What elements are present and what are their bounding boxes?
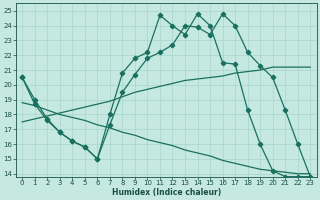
X-axis label: Humidex (Indice chaleur): Humidex (Indice chaleur) bbox=[112, 188, 221, 197]
